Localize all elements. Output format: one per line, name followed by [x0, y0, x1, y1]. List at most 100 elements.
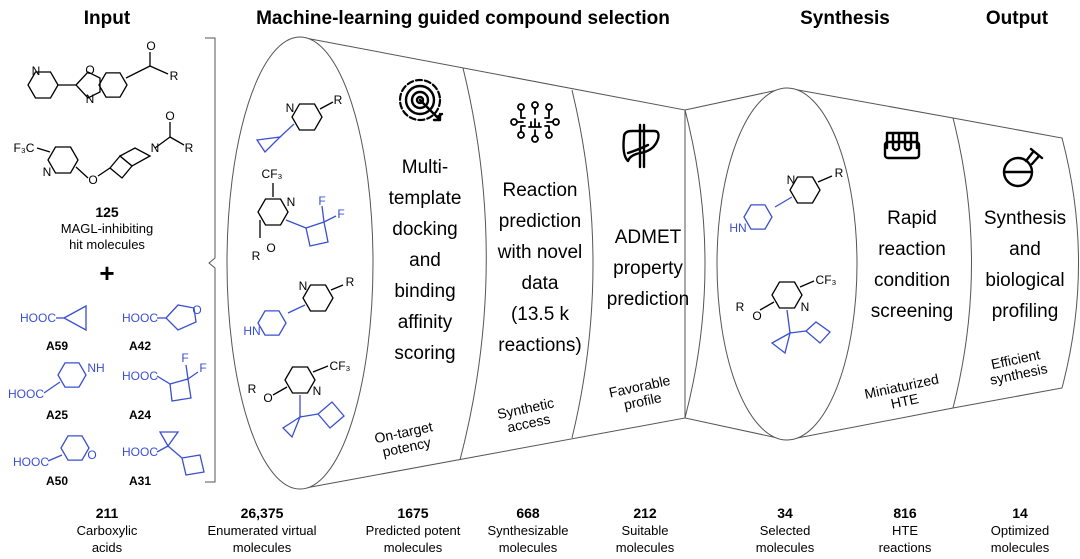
bond — [154, 136, 171, 149]
oxolane-ring — [165, 304, 197, 331]
bond — [167, 445, 183, 459]
stage-title-line: affinity — [398, 312, 453, 333]
header-input: Input — [84, 8, 131, 29]
stage-title-line: with novel — [497, 242, 583, 263]
count-label: Selected — [760, 523, 811, 538]
bond — [43, 381, 61, 394]
cyclopropane-ring — [770, 331, 791, 355]
selected-molecules-ellipse — [716, 87, 858, 441]
atom-n: N — [151, 141, 160, 155]
atom-r: R — [835, 166, 844, 180]
bond — [169, 136, 185, 146]
atom-n: N — [86, 92, 95, 106]
piperidine-ring — [257, 310, 287, 336]
stage-title-line: binding — [394, 281, 455, 302]
pyridine-ring — [771, 281, 803, 309]
flask-icon — [1002, 147, 1044, 188]
bond — [156, 445, 169, 453]
stage-title-line: reactions) — [498, 335, 581, 356]
pyridine-ring — [284, 366, 316, 394]
acids-count: 211 — [96, 505, 119, 521]
atom-cf3: F₃C — [14, 141, 35, 155]
bond — [97, 167, 111, 177]
bond — [187, 371, 199, 380]
count-label: molecules — [616, 540, 675, 555]
stage-title-line: condition — [874, 270, 950, 291]
azetidine-ring — [118, 147, 152, 167]
atom-f: F — [199, 361, 206, 375]
atom-o: O — [165, 109, 174, 123]
stage-divider — [571, 89, 594, 439]
hooc-group: HOOC — [20, 311, 56, 325]
atom-n: N — [32, 64, 41, 78]
atom-n: N — [313, 384, 322, 398]
count-value: 14 — [1012, 505, 1028, 521]
count-value: 34 — [777, 505, 793, 521]
count-label: Predicted potent — [366, 523, 461, 538]
atom-nh: NH — [87, 361, 104, 375]
stage-2: Reaction prediction with novel data (13.5 k r… — [496, 180, 583, 435]
atom-o: O — [752, 309, 761, 323]
atom-r: R — [334, 93, 343, 107]
hooc-group: HOOC — [13, 455, 49, 469]
pyridine-ring — [302, 284, 334, 312]
count-label: molecules — [233, 540, 292, 555]
stage-title-line: data — [522, 273, 559, 294]
stage-title-line: and — [409, 250, 441, 271]
atom-o: O — [87, 448, 96, 462]
stage-title-line: Synthesis — [984, 208, 1066, 229]
stage-title-line: Rapid — [887, 208, 937, 229]
atom-f: F — [318, 194, 325, 208]
acid-label-a50: A50 — [46, 474, 68, 488]
atom-f: F — [181, 351, 188, 365]
atom-o: O — [146, 39, 155, 53]
bond — [789, 330, 807, 334]
atom-o: O — [263, 391, 272, 405]
bond — [185, 364, 189, 380]
network-icon — [510, 101, 560, 143]
atom-n: N — [43, 165, 52, 179]
stage-title-line: property — [613, 258, 683, 279]
stage-title-line: profiling — [992, 301, 1059, 322]
count-value: 26,375 — [241, 505, 284, 521]
bond — [817, 175, 833, 183]
atom-o: O — [88, 173, 97, 187]
bond — [47, 454, 63, 462]
bond — [774, 196, 793, 208]
atom-o: O — [266, 241, 275, 255]
count-label: molecules — [499, 540, 558, 555]
stage-divider — [952, 117, 972, 409]
header-synthesis: Synthesis — [800, 8, 890, 29]
count-value: 212 — [633, 505, 657, 521]
count-label: molecules — [756, 540, 815, 555]
bond — [279, 123, 295, 138]
pyridine-ring — [27, 71, 59, 99]
cyclobutane-ring — [169, 378, 192, 402]
bond — [75, 166, 89, 179]
atom-hn: HN — [243, 324, 260, 338]
bond — [156, 375, 171, 385]
acid-label-a31: A31 — [129, 474, 151, 488]
bond — [321, 205, 325, 223]
funnel — [226, 36, 1079, 490]
atom-n: N — [299, 279, 308, 293]
atom-o: O — [85, 63, 94, 77]
bond — [323, 215, 337, 223]
acid-label-a25: A25 — [46, 408, 68, 422]
cyclopropane-ring — [62, 304, 87, 332]
atom-n: N — [801, 300, 810, 314]
hooc-group: HOOC — [122, 445, 158, 459]
cyclobutane-ring — [305, 221, 329, 247]
stage-title-line: and — [1009, 239, 1041, 260]
bond — [799, 280, 815, 288]
stage-note-line: HTE — [889, 390, 920, 411]
stage-5: SynthesisandbiologicalprofilingEfficient… — [984, 208, 1066, 388]
bond — [786, 309, 791, 334]
oxazole-ring — [75, 71, 101, 99]
cyclobutane-ring — [317, 401, 345, 429]
cyclobutane-ring — [805, 321, 831, 344]
bond — [149, 65, 169, 75]
atom-o: O — [192, 303, 201, 317]
piperidine-ring — [743, 204, 773, 230]
